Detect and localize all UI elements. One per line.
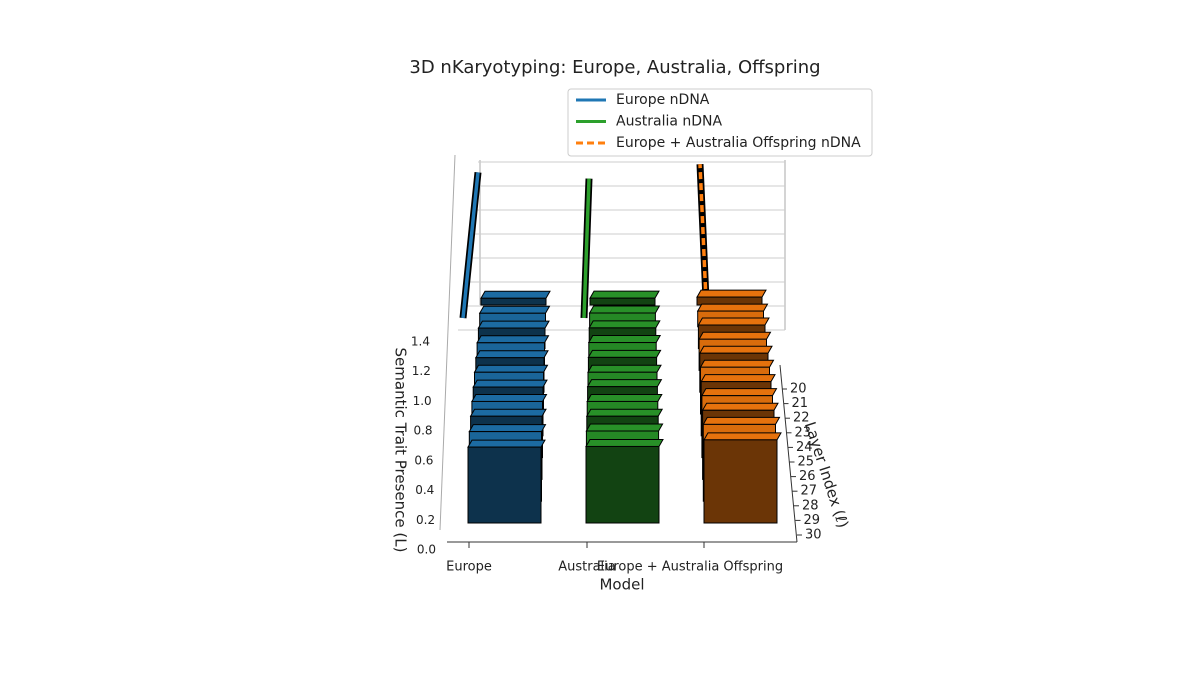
bar: [467, 446, 542, 524]
legend-label: Australia nDNA: [616, 114, 723, 130]
y-tick-label: 26: [799, 469, 816, 484]
legend-label: Europe nDNA: [616, 92, 710, 108]
y-tick-label: 23: [795, 425, 812, 440]
y-tick-label: 27: [801, 484, 818, 499]
bar-top: [467, 439, 546, 448]
series-line: [698, 164, 708, 301]
chart-title: 3D nKaryotyping: Europe, Australia, Offs…: [409, 57, 820, 78]
bar-top: [472, 379, 548, 388]
y-tick-label: 25: [798, 455, 815, 470]
bar-top: [473, 364, 549, 373]
bar-top: [586, 393, 663, 402]
bar: [589, 297, 656, 306]
z-axis-label: Semantic Trait Presence (L): [392, 348, 410, 553]
legend-box: [567, 88, 873, 157]
bar-top: [701, 402, 779, 411]
bar: [585, 445, 660, 524]
bar-top: [703, 432, 782, 441]
x-tick-label: Australia: [558, 560, 616, 575]
z-tick-label: 1.0: [413, 394, 432, 408]
bar-top: [477, 320, 550, 329]
x-tick-label: Europe: [446, 560, 492, 575]
x-tick-label: Europe + Australia Offspring: [597, 560, 783, 575]
bar-top: [702, 416, 781, 425]
z-tick-label: 1.2: [412, 364, 431, 378]
z-tick-label: 0.8: [413, 424, 432, 438]
bar-top: [468, 424, 547, 433]
y-tick-label: 24: [796, 440, 813, 455]
bar-top: [696, 303, 769, 312]
y-tick-label: 30: [805, 528, 822, 543]
bar-top: [701, 388, 778, 397]
bar-top: [478, 305, 551, 314]
bar-top: [476, 335, 550, 344]
z-tick-label: 0.4: [415, 483, 434, 497]
y-tick-label: 28: [802, 498, 819, 513]
bar-top: [474, 350, 549, 359]
bar-top: [469, 408, 547, 417]
bar-top: [585, 438, 664, 447]
bar-top: [585, 408, 664, 417]
bar: [703, 439, 778, 524]
series-line: [582, 178, 591, 319]
bar-top: [698, 331, 772, 340]
bar-top: [480, 290, 551, 299]
legend: Europe nDNA Australia nDNA Europe + Austra…: [567, 88, 873, 157]
bar-top: [471, 393, 548, 402]
bar-top: [586, 379, 663, 388]
bar-top: [587, 349, 662, 358]
legend-entries: Europe nDNA Australia nDNA Europe + Austra…: [576, 92, 861, 151]
bar-top: [699, 359, 775, 368]
bar-top: [587, 335, 662, 344]
bar-top: [587, 364, 662, 373]
bar-top: [700, 374, 776, 383]
bar-top: [588, 305, 661, 314]
bar: [480, 297, 547, 306]
legend-label: Europe + Australia Offspring nDNA: [616, 135, 861, 151]
bar-top: [589, 290, 660, 299]
bar-top: [585, 423, 664, 432]
z-tick-label: 0.6: [414, 453, 433, 467]
y-tick-label: 21: [792, 396, 809, 411]
bar-top: [697, 317, 770, 326]
z-tick-label: 0.0: [417, 543, 436, 557]
y-tick-label: 22: [793, 411, 810, 426]
series-line: [461, 172, 480, 319]
bar-top: [588, 320, 661, 329]
y-tick-label: 29: [804, 513, 821, 528]
z-tick-label: 0.2: [416, 513, 435, 527]
z-tick-label: 1.4: [411, 335, 430, 349]
plot: [459, 164, 782, 524]
grid: 0.0 0.2 0.4 0.6 0.8 1.0 1.2 1.4 2021222324252627…: [411, 161, 822, 575]
bar-top: [696, 289, 767, 298]
x-axis-label: Model: [599, 576, 644, 594]
bar-top: [698, 345, 773, 354]
y-tick-label: 20: [790, 382, 807, 397]
